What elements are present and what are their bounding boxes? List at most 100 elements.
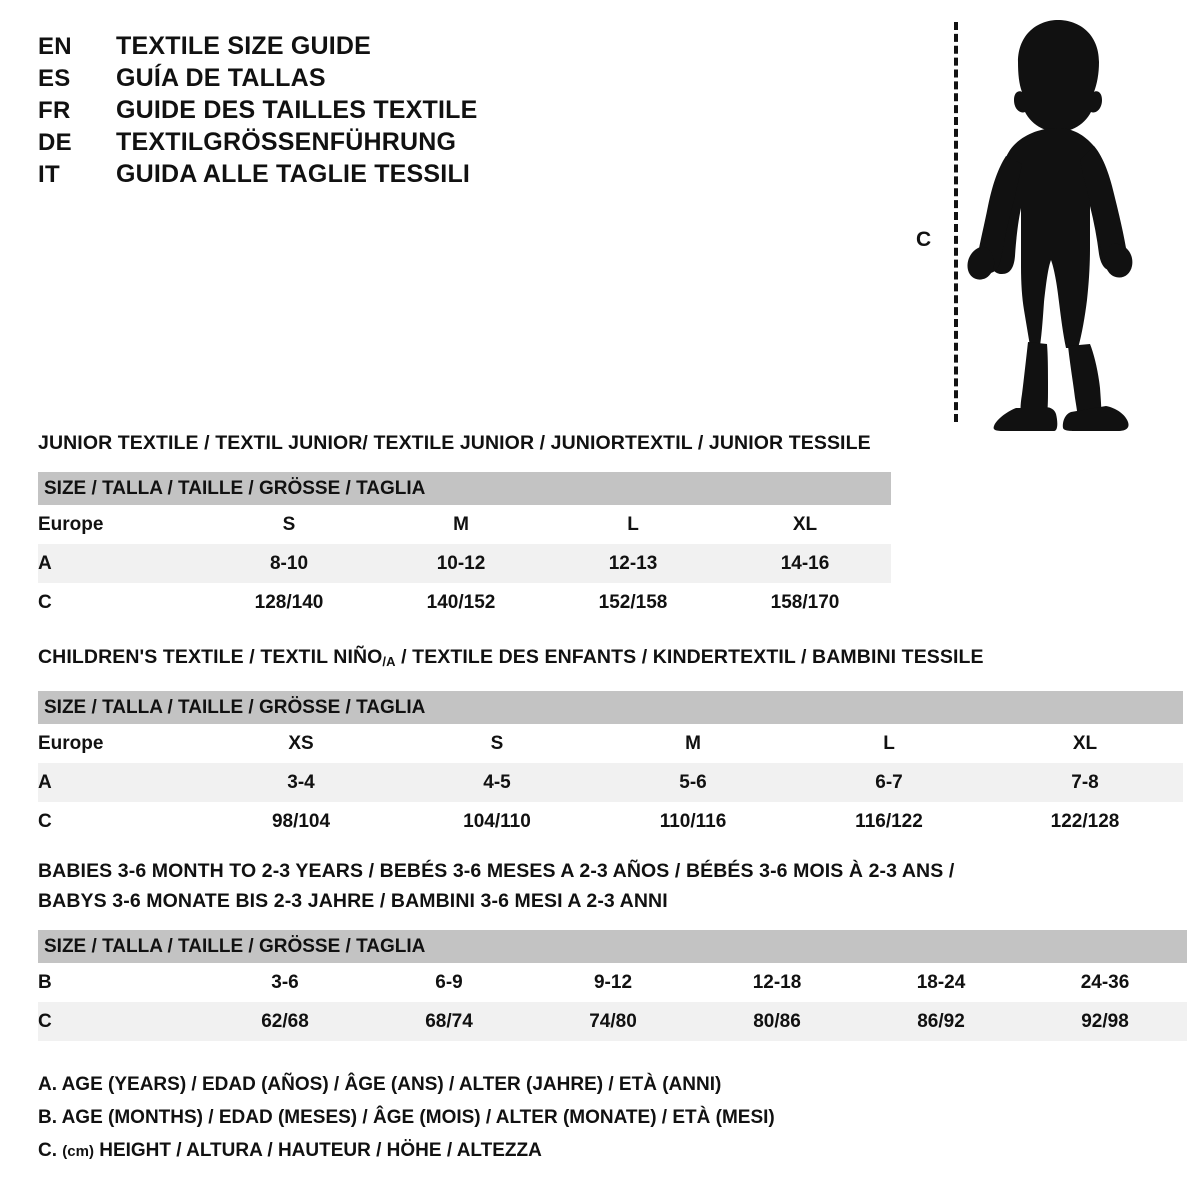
section-title-children-sub: /A: [382, 654, 396, 669]
row-label-c: C: [38, 583, 203, 622]
row-label-a: A: [38, 544, 203, 583]
section-children-textile: CHILDREN'S TEXTILE / TEXTIL NIÑO/A / TEX…: [38, 642, 1183, 841]
table-row: B 3-6 6-9 9-12 12-18 18-24 24-36: [38, 963, 1187, 1002]
row-label-europe: Europe: [38, 724, 203, 763]
children-size-table: SIZE / TALLA / TAILLE / GRÖSSE / TAGLIA …: [38, 691, 1183, 841]
cell-value: 104/110: [399, 802, 595, 841]
cell-value: 158/170: [719, 583, 891, 622]
cell-value: S: [399, 724, 595, 763]
cell-value: XL: [719, 505, 891, 544]
language-title-block: EN TEXTILE SIZE GUIDE ES GUÍA DE TALLAS …: [38, 32, 558, 192]
cell-value: 86/92: [859, 1002, 1023, 1041]
children-band-header: SIZE / TALLA / TAILLE / GRÖSSE / TAGLIA: [38, 691, 1183, 724]
cell-value: 10-12: [375, 544, 547, 583]
babies-band-header: SIZE / TALLA / TAILLE / GRÖSSE / TAGLIA: [38, 930, 1187, 963]
cell-value: 110/116: [595, 802, 791, 841]
table-row: C 128/140 140/152 152/158 158/170: [38, 583, 891, 622]
language-title-de: TEXTILGRÖSSENFÜHRUNG: [116, 128, 457, 156]
table-band-header-row: SIZE / TALLA / TAILLE / GRÖSSE / TAGLIA: [38, 930, 1187, 963]
section-junior-textile: JUNIOR TEXTILE / TEXTIL JUNIOR/ TEXTILE …: [38, 428, 891, 622]
table-row: A 3-4 4-5 5-6 6-7 7-8: [38, 763, 1183, 802]
language-code-it: IT: [38, 161, 60, 188]
cell-value: 152/158: [547, 583, 719, 622]
language-title-fr: GUIDE DES TAILLES TEXTILE: [116, 96, 478, 124]
cell-value: 92/98: [1023, 1002, 1187, 1041]
legend-line-a: A. AGE (YEARS) / EDAD (AÑOS) / ÂGE (ANS)…: [38, 1074, 722, 1095]
table-row: C 62/68 68/74 74/80 80/86 86/92 92/98: [38, 1002, 1187, 1041]
height-measure-figure: C: [900, 10, 1190, 435]
cell-value: 6-9: [367, 963, 531, 1002]
legend-block: A. AGE (YEARS) / EDAD (AÑOS) / ÂGE (ANS)…: [38, 1068, 1038, 1168]
junior-band-header: SIZE / TALLA / TAILLE / GRÖSSE / TAGLIA: [38, 472, 891, 505]
cell-value: M: [375, 505, 547, 544]
section-title-children-pre: CHILDREN'S TEXTILE / TEXTIL NIÑO: [38, 646, 383, 668]
cell-value: 80/86: [695, 1002, 859, 1041]
junior-size-table: SIZE / TALLA / TAILLE / GRÖSSE / TAGLIA …: [38, 472, 891, 622]
section-babies-textile: BABIES 3-6 MONTH TO 2-3 YEARS / BEBÉS 3-…: [38, 856, 1187, 1041]
language-row-es: ES GUÍA DE TALLAS: [38, 64, 558, 96]
legend-line-c: C. (cm) HEIGHT / ALTURA / HAUTEUR / HÖHE…: [38, 1134, 1038, 1168]
cell-value: 116/122: [791, 802, 987, 841]
row-label-c: C: [38, 1002, 203, 1041]
row-label-a: A: [38, 763, 203, 802]
language-title-es: GUÍA DE TALLAS: [116, 64, 326, 92]
cell-value: 98/104: [203, 802, 399, 841]
language-row-en: EN TEXTILE SIZE GUIDE: [38, 32, 558, 64]
babies-size-table: SIZE / TALLA / TAILLE / GRÖSSE / TAGLIA …: [38, 930, 1187, 1041]
cell-value: 7-8: [987, 763, 1183, 802]
language-code-es: ES: [38, 65, 71, 92]
language-code-en: EN: [38, 33, 72, 60]
language-row-de: DE TEXTILGRÖSSENFÜHRUNG: [38, 128, 558, 160]
cell-value: L: [791, 724, 987, 763]
language-row-it: IT GUIDA ALLE TAGLIE TESSILI: [38, 160, 558, 192]
cell-value: 5-6: [595, 763, 791, 802]
language-title-en: TEXTILE SIZE GUIDE: [116, 32, 372, 60]
cell-value: 14-16: [719, 544, 891, 583]
cell-value: 74/80: [531, 1002, 695, 1041]
table-row: Europe XS S M L XL: [38, 724, 1183, 763]
legend-line-b: B. AGE (MONTHS) / EDAD (MESES) / ÂGE (MO…: [38, 1107, 775, 1128]
section-title-junior: JUNIOR TEXTILE / TEXTIL JUNIOR/ TEXTILE …: [38, 432, 871, 454]
height-dashed-line: [954, 22, 958, 422]
cell-value: 12-18: [695, 963, 859, 1002]
section-title-children-post: / TEXTILE DES ENFANTS / KINDERTEXTIL / B…: [395, 646, 984, 668]
table-row: A 8-10 10-12 12-13 14-16: [38, 544, 891, 583]
cell-value: L: [547, 505, 719, 544]
row-label-c: C: [38, 802, 203, 841]
cell-value: 140/152: [375, 583, 547, 622]
section-title-babies-line1: BABIES 3-6 MONTH TO 2-3 YEARS / BEBÉS 3-…: [38, 860, 955, 882]
table-row: Europe S M L XL: [38, 505, 891, 544]
cell-value: 3-4: [203, 763, 399, 802]
cell-value: 24-36: [1023, 963, 1187, 1002]
cell-value: 6-7: [791, 763, 987, 802]
cell-value: 62/68: [203, 1002, 367, 1041]
cell-value: S: [203, 505, 375, 544]
cell-value: 122/128: [987, 802, 1183, 841]
legend-line-c-pre: C.: [38, 1140, 63, 1161]
language-row-fr: FR GUIDE DES TAILLES TEXTILE: [38, 96, 558, 128]
language-title-it: GUIDA ALLE TAGLIE TESSILI: [116, 160, 471, 188]
legend-line-c-post: HEIGHT / ALTURA / HAUTEUR / HÖHE / ALTEZ…: [93, 1140, 542, 1161]
language-code-fr: FR: [38, 97, 71, 124]
cell-value: M: [595, 724, 791, 763]
section-title-babies-line2: BABYS 3-6 MONATE BIS 2-3 JAHRE / BAMBINI…: [38, 890, 668, 912]
cell-value: 3-6: [203, 963, 367, 1002]
toddler-silhouette: [967, 20, 1133, 431]
legend-line-c-unit: (cm): [62, 1143, 94, 1160]
table-row: C 98/104 104/110 110/116 116/122 122/128: [38, 802, 1183, 841]
cell-value: XL: [987, 724, 1183, 763]
row-label-b: B: [38, 963, 203, 1002]
cell-value: 12-13: [547, 544, 719, 583]
cell-value: 9-12: [531, 963, 695, 1002]
language-code-de: DE: [38, 129, 72, 156]
cell-value: XS: [203, 724, 399, 763]
cell-value: 128/140: [203, 583, 375, 622]
cell-value: 18-24: [859, 963, 1023, 1002]
table-band-header-row: SIZE / TALLA / TAILLE / GRÖSSE / TAGLIA: [38, 472, 891, 505]
measure-label-c: C: [916, 228, 932, 251]
table-band-header-row: SIZE / TALLA / TAILLE / GRÖSSE / TAGLIA: [38, 691, 1183, 724]
row-label-europe: Europe: [38, 505, 203, 544]
cell-value: 4-5: [399, 763, 595, 802]
cell-value: 8-10: [203, 544, 375, 583]
cell-value: 68/74: [367, 1002, 531, 1041]
